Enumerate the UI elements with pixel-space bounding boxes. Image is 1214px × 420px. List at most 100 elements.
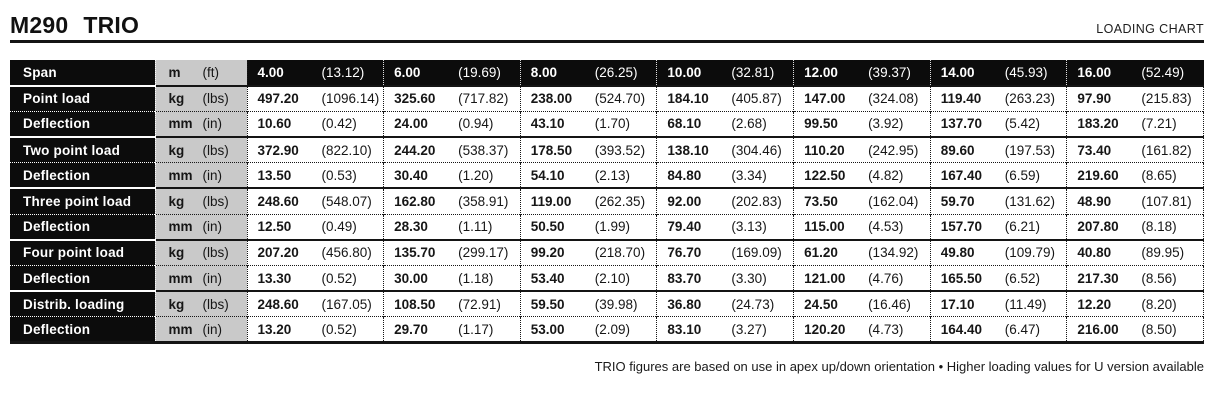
- metric-value: 83.10: [667, 321, 702, 337]
- imperial-value: (4.76): [868, 270, 904, 286]
- metric-value: 12.00: [804, 64, 838, 80]
- imperial-value: (6.59): [1004, 167, 1040, 183]
- metric-value: 178.50: [530, 142, 573, 158]
- imperial-value: (218.70): [594, 245, 646, 261]
- metric-value: 248.60: [257, 296, 299, 312]
- metric-value: 115.00: [804, 219, 845, 235]
- value-cell: 83.10 (3.27): [656, 316, 794, 343]
- table-row-load: Four point load kg (lbs) 207.20 (456.80) 135.…: [10, 238, 1204, 266]
- table-row-deflection: Deflection mm (in) 13.20 (0.52) 29.70 (1.17) 53…: [10, 316, 1204, 343]
- imperial-value: (0.53): [321, 167, 357, 183]
- imperial-unit: (ft): [202, 64, 220, 80]
- value-cell: 248.60 (167.05): [247, 290, 384, 317]
- value-cell: 30.00 (1.18): [383, 265, 521, 292]
- imperial-value: (6.52): [1004, 270, 1040, 286]
- value-cell: 36.80 (24.73): [656, 290, 794, 317]
- imperial-unit: (lbs): [202, 245, 229, 261]
- metric-value: 10.00: [667, 64, 702, 80]
- metric-value: 68.10: [667, 116, 702, 132]
- metric-value: 248.60: [257, 194, 299, 210]
- imperial-value: (1.18): [458, 270, 494, 286]
- value-cell: 207.20 (456.80): [247, 238, 384, 266]
- imperial-value: (72.91): [458, 296, 501, 312]
- value-cell: 162.80 (358.91): [383, 187, 521, 215]
- value-cell: 4.00 (13.12): [247, 60, 384, 86]
- value-cell: 165.50 (6.52): [929, 265, 1067, 292]
- metric-value: 207.80: [1077, 219, 1119, 235]
- metric-value: 30.40: [394, 167, 428, 183]
- value-cell: 115.00 (4.53): [793, 213, 931, 240]
- chart-label: LOADING CHART: [1096, 22, 1204, 36]
- table-row-deflection: Deflection mm (in) 13.30 (0.52) 30.00 (1.18) 53…: [10, 265, 1204, 292]
- metric-value: 12.20: [1077, 296, 1112, 312]
- imperial-value: (405.87): [731, 91, 782, 107]
- metric-unit: mm: [168, 116, 193, 132]
- metric-unit: mm: [168, 167, 193, 183]
- metric-value: 372.90: [257, 142, 299, 158]
- metric-value: 164.40: [940, 321, 982, 337]
- metric-value: 4.00: [257, 64, 284, 80]
- value-cell: 30.40 (1.20): [383, 162, 521, 189]
- row-label: Span: [10, 60, 155, 86]
- value-cell: 50.50 (1.99): [519, 213, 657, 240]
- metric-value: 49.80: [940, 245, 975, 261]
- metric-value: 135.70: [394, 245, 436, 261]
- metric-value: 50.50: [530, 219, 565, 235]
- metric-value: 73.50: [804, 194, 838, 210]
- imperial-value: (1.11): [458, 219, 493, 235]
- table-row-load: Point load kg (lbs) 497.20 (1096.14) 325.60 (7…: [10, 84, 1204, 112]
- imperial-value: (304.46): [731, 142, 782, 158]
- metric-unit: kg: [168, 245, 185, 261]
- metric-value: 167.40: [940, 167, 982, 183]
- value-cell: 110.20 (242.95): [793, 136, 931, 163]
- imperial-value: (0.49): [321, 219, 357, 235]
- value-cell: 68.10 (2.68): [656, 110, 794, 138]
- value-cell: 6.00 (19.69): [383, 60, 521, 86]
- row-label: Deflection: [10, 162, 155, 189]
- metric-value: 24.00: [394, 116, 428, 132]
- metric-value: 119.40: [940, 91, 982, 107]
- metric-value: 92.00: [667, 194, 702, 210]
- table-row-load: Distrib. loading kg (lbs) 248.60 (167.05) 108…: [10, 290, 1204, 317]
- value-cell: 54.10 (2.13): [519, 162, 657, 189]
- imperial-unit: (lbs): [202, 142, 229, 158]
- metric-value: 120.20: [804, 321, 846, 337]
- metric-value: 6.00: [394, 64, 421, 80]
- table-row-span: Span m (ft) 4.00 (13.12) 6.00 (19.69) 8.00 (26.2…: [10, 60, 1204, 86]
- imperial-value: (358.91): [458, 194, 509, 210]
- value-cell: 29.70 (1.17): [383, 316, 521, 343]
- imperial-value: (89.95): [1141, 245, 1185, 261]
- value-cell: 122.50 (4.82): [793, 162, 931, 189]
- imperial-unit: (in): [202, 219, 223, 235]
- imperial-value: (8.56): [1141, 270, 1177, 286]
- row-units: kg (lbs): [154, 290, 248, 317]
- metric-value: 28.30: [394, 219, 428, 235]
- row-label: Deflection: [10, 213, 155, 240]
- value-cell: 216.00 (8.50): [1066, 316, 1204, 343]
- value-cell: 40.80 (89.95): [1066, 238, 1204, 266]
- metric-value: 13.20: [257, 321, 292, 337]
- metric-value: 29.70: [394, 321, 428, 337]
- imperial-value: (32.81): [731, 64, 775, 80]
- metric-value: 8.00: [530, 64, 558, 80]
- metric-value: 48.90: [1077, 194, 1112, 210]
- loading-table-body: Span m (ft) 4.00 (13.12) 6.00 (19.69) 8.00 (26.2…: [10, 60, 1204, 343]
- value-cell: 244.20 (538.37): [383, 136, 521, 163]
- metric-value: 183.20: [1077, 116, 1119, 132]
- imperial-value: (6.47): [1004, 321, 1040, 337]
- product-model: M290: [10, 12, 69, 38]
- imperial-value: (548.07): [321, 194, 372, 210]
- imperial-value: (2.10): [594, 270, 631, 286]
- value-cell: 53.00 (2.09): [519, 316, 657, 343]
- footnote: TRIO figures are based on use in apex up…: [594, 359, 1204, 375]
- product-variant: TRIO: [83, 12, 140, 38]
- imperial-value: (1096.14): [321, 91, 380, 107]
- imperial-value: (39.37): [868, 64, 911, 80]
- imperial-value: (45.93): [1004, 64, 1048, 80]
- imperial-value: (19.69): [458, 64, 501, 80]
- metric-value: 244.20: [394, 142, 436, 158]
- imperial-value: (324.08): [868, 91, 919, 107]
- row-units: mm (in): [154, 110, 248, 138]
- page-title: M290 TRIO: [10, 14, 139, 40]
- imperial-value: (162.04): [868, 194, 919, 210]
